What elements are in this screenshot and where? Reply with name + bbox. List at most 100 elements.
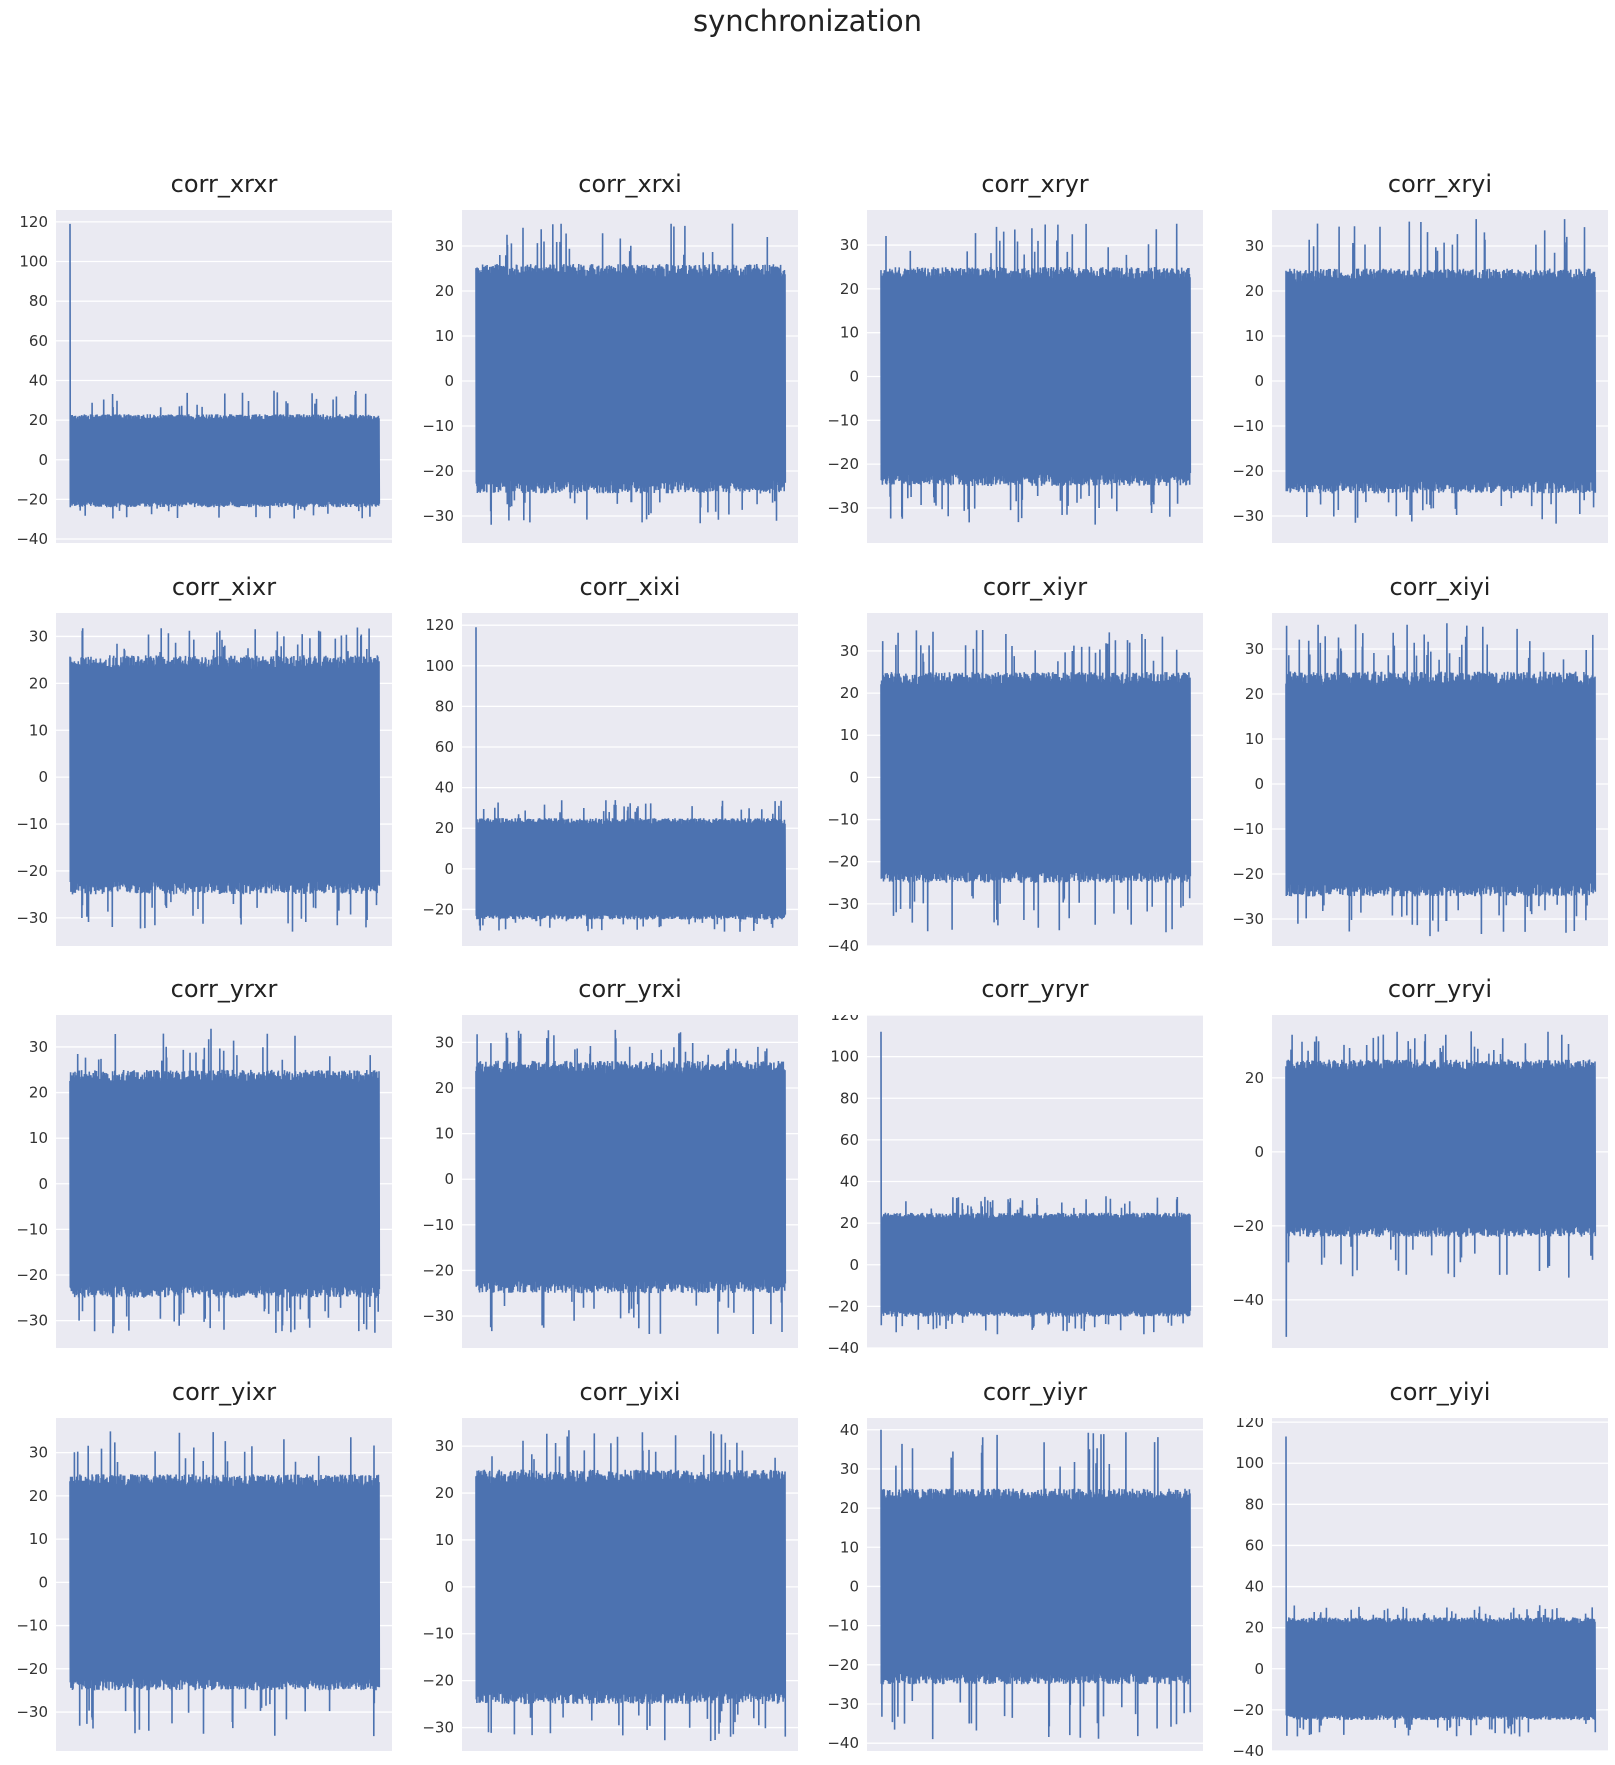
y-tick-label: 10 xyxy=(435,1531,454,1549)
y-tick-label: −10 xyxy=(16,1617,48,1635)
subplot-canvas: −40 −20 0 20 40 60 80 100 120 xyxy=(827,1015,1203,1354)
y-tick-label: 0 xyxy=(38,451,48,469)
y-tick-label: 0 xyxy=(38,768,48,786)
y-tick-label: 60 xyxy=(435,738,454,756)
y-tick-label: −20 xyxy=(1232,865,1264,883)
y-tick-label: 0 xyxy=(38,1175,48,1193)
subplot-corr-yiyr: corr_yiyr −40 −30 −20 −10 0 10 20 30 40 xyxy=(811,1378,1203,1757)
subplot-canvas: −40 −30 −20 −10 0 10 20 30 40 xyxy=(827,1418,1203,1752)
y-tick-label: 0 xyxy=(849,1577,859,1595)
y-tick-label: 30 xyxy=(1245,640,1264,658)
y-tick-label: 20 xyxy=(840,1499,859,1517)
y-tick-label: −10 xyxy=(422,1216,454,1234)
y-tick-label: 100 xyxy=(830,1048,859,1066)
subplot-title: corr_xryi xyxy=(1387,170,1493,198)
y-tick-label: 20 xyxy=(29,674,48,692)
subplot-canvas: −40 −20 0 20 xyxy=(1232,1015,1608,1348)
subplot-corr-xrxr: corr_xrxr −40 −20 0 20 40 60 80 100 120 xyxy=(0,170,392,549)
subplot-canvas: −30 −20 −10 0 10 20 30 xyxy=(1232,613,1608,946)
y-tick-label: 0 xyxy=(444,372,454,390)
y-tick-label: 10 xyxy=(840,324,859,342)
y-tick-label: −40 xyxy=(16,530,48,548)
y-tick-label: −40 xyxy=(1232,1742,1264,1757)
y-tick-label: −10 xyxy=(16,815,48,833)
series-line xyxy=(1285,623,1597,937)
y-tick-label: 30 xyxy=(840,1460,859,1478)
y-tick-label: 20 xyxy=(1245,1069,1264,1087)
y-tick-label: 30 xyxy=(1245,237,1264,255)
y-tick-label: 40 xyxy=(840,1173,859,1191)
y-tick-label: 20 xyxy=(29,411,48,429)
subplot-corr-yryr: corr_yryr −40 −20 0 20 40 60 80 100 120 xyxy=(811,975,1203,1354)
series-line xyxy=(475,223,787,525)
y-tick-label: −20 xyxy=(827,455,859,473)
y-tick-label: 30 xyxy=(840,236,859,254)
y-tick-label: 120 xyxy=(19,213,48,231)
subplot-canvas: −30 −20 −10 0 10 20 30 xyxy=(422,210,798,543)
subplot-corr-xixr: corr_xixr −30 −20 −10 0 10 20 30 xyxy=(0,573,392,952)
subplot-canvas: −40 −20 0 20 40 60 80 100 120 xyxy=(1232,1418,1608,1757)
subplot-title: corr_xrxr xyxy=(170,170,278,198)
subplot-canvas: −30 −20 −10 0 10 20 30 xyxy=(1232,210,1608,543)
y-tick-label: 100 xyxy=(425,657,454,675)
subplot-canvas: −40 −30 −20 −10 0 10 20 30 xyxy=(827,613,1203,952)
y-tick-label: −30 xyxy=(1232,507,1264,525)
y-tick-label: −40 xyxy=(827,937,859,952)
y-tick-label: 0 xyxy=(444,1170,454,1188)
y-tick-label: 20 xyxy=(1245,282,1264,300)
subplot-corr-yrxi: corr_yrxi −30 −20 −10 0 10 20 30 xyxy=(406,975,798,1354)
subplot-canvas: −30 −20 −10 0 10 20 30 xyxy=(422,1418,798,1751)
y-tick-label: 20 xyxy=(29,1084,48,1102)
y-tick-label: 60 xyxy=(1245,1536,1264,1554)
y-tick-label: −10 xyxy=(827,811,859,829)
y-tick-label: −20 xyxy=(422,900,454,918)
subplot-corr-yiyi: corr_yiyi −40 −20 0 20 40 60 80 100 120 xyxy=(1216,1378,1608,1757)
y-tick-label: −30 xyxy=(827,499,859,517)
y-tick-label: 30 xyxy=(29,1038,48,1056)
series-line xyxy=(69,627,381,932)
subplot-title: corr_yixi xyxy=(579,1378,681,1406)
y-tick-label: 10 xyxy=(435,1125,454,1143)
y-tick-label: 20 xyxy=(435,819,454,837)
y-tick-label: 10 xyxy=(435,327,454,345)
subplot-title: corr_xixr xyxy=(171,573,277,601)
series-line xyxy=(1285,1031,1597,1337)
series-line xyxy=(69,223,381,519)
subplot-corr-xiyi: corr_xiyi −30 −20 −10 0 10 20 30 xyxy=(1216,573,1608,952)
subplot-corr-yixr: corr_yixr −30 −20 −10 0 10 20 30 xyxy=(0,1378,392,1757)
y-tick-label: 40 xyxy=(840,1421,859,1439)
y-tick-label: 0 xyxy=(1254,775,1264,793)
series-line xyxy=(880,1429,1192,1740)
subplot-corr-yrxr: corr_yrxr −30 −20 −10 0 10 20 30 xyxy=(0,975,392,1354)
y-tick-label: −40 xyxy=(1232,1291,1264,1309)
y-tick-label: −30 xyxy=(16,1312,48,1330)
figure-title: synchronization xyxy=(693,4,922,38)
y-tick-label: 80 xyxy=(435,697,454,715)
y-tick-label: 60 xyxy=(29,332,48,350)
y-tick-label: −30 xyxy=(422,1719,454,1737)
y-tick-label: 40 xyxy=(435,779,454,797)
y-tick-label: −20 xyxy=(827,853,859,871)
y-tick-label: 30 xyxy=(435,1033,454,1051)
y-tick-label: −30 xyxy=(827,1695,859,1713)
series-line xyxy=(1285,219,1597,524)
y-tick-label: 0 xyxy=(444,860,454,878)
y-tick-label: −20 xyxy=(16,862,48,880)
y-tick-label: 40 xyxy=(29,371,48,389)
series-line xyxy=(475,1029,787,1335)
subplot-title: corr_yiyr xyxy=(982,1378,1088,1406)
subplot-title: corr_yrxi xyxy=(578,975,682,1003)
subplot-canvas: −30 −20 −10 0 10 20 30 xyxy=(16,1418,392,1751)
subplot-title: corr_yryi xyxy=(1387,975,1493,1003)
subplot-corr-xiyr: corr_xiyr −40 −30 −20 −10 0 10 20 30 xyxy=(811,573,1203,952)
y-tick-label: 10 xyxy=(29,721,48,739)
y-tick-label: 0 xyxy=(1254,1660,1264,1678)
y-tick-label: 20 xyxy=(435,1079,454,1097)
y-tick-label: −30 xyxy=(16,909,48,927)
y-tick-label: −20 xyxy=(1232,1217,1264,1235)
y-tick-label: 30 xyxy=(435,1437,454,1455)
y-tick-label: 10 xyxy=(29,1129,48,1147)
y-tick-label: −20 xyxy=(1232,1701,1264,1719)
y-tick-label: 20 xyxy=(29,1487,48,1505)
